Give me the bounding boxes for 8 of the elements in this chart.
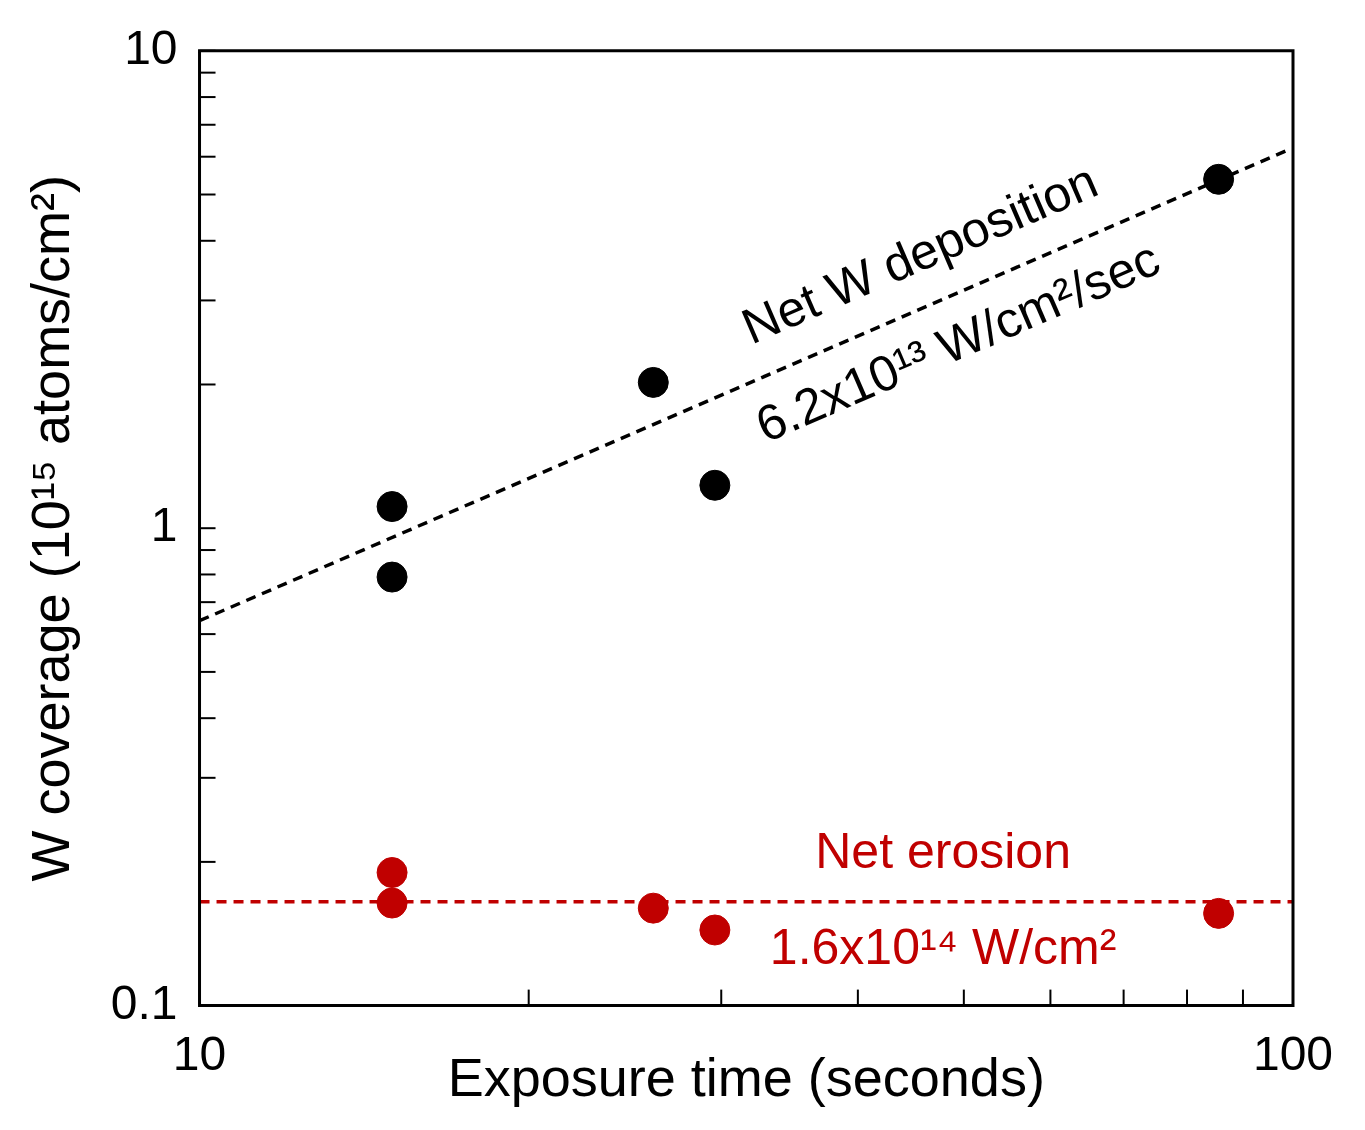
x-tick-label: 100 [1252,1026,1334,1080]
y-tick-label: 10 [124,21,178,75]
y-tick-label: 0.1 [110,975,178,1029]
annotation: 1.6x10¹⁴ W/cm² [769,918,1117,975]
y-axis-title: W coverage (10¹⁵ atoms/cm²) [20,174,81,882]
x-axis-title: Exposure time (seconds) [447,1047,1045,1108]
annotation: Net erosion [815,822,1071,879]
y-tick-label: 1 [150,498,178,552]
